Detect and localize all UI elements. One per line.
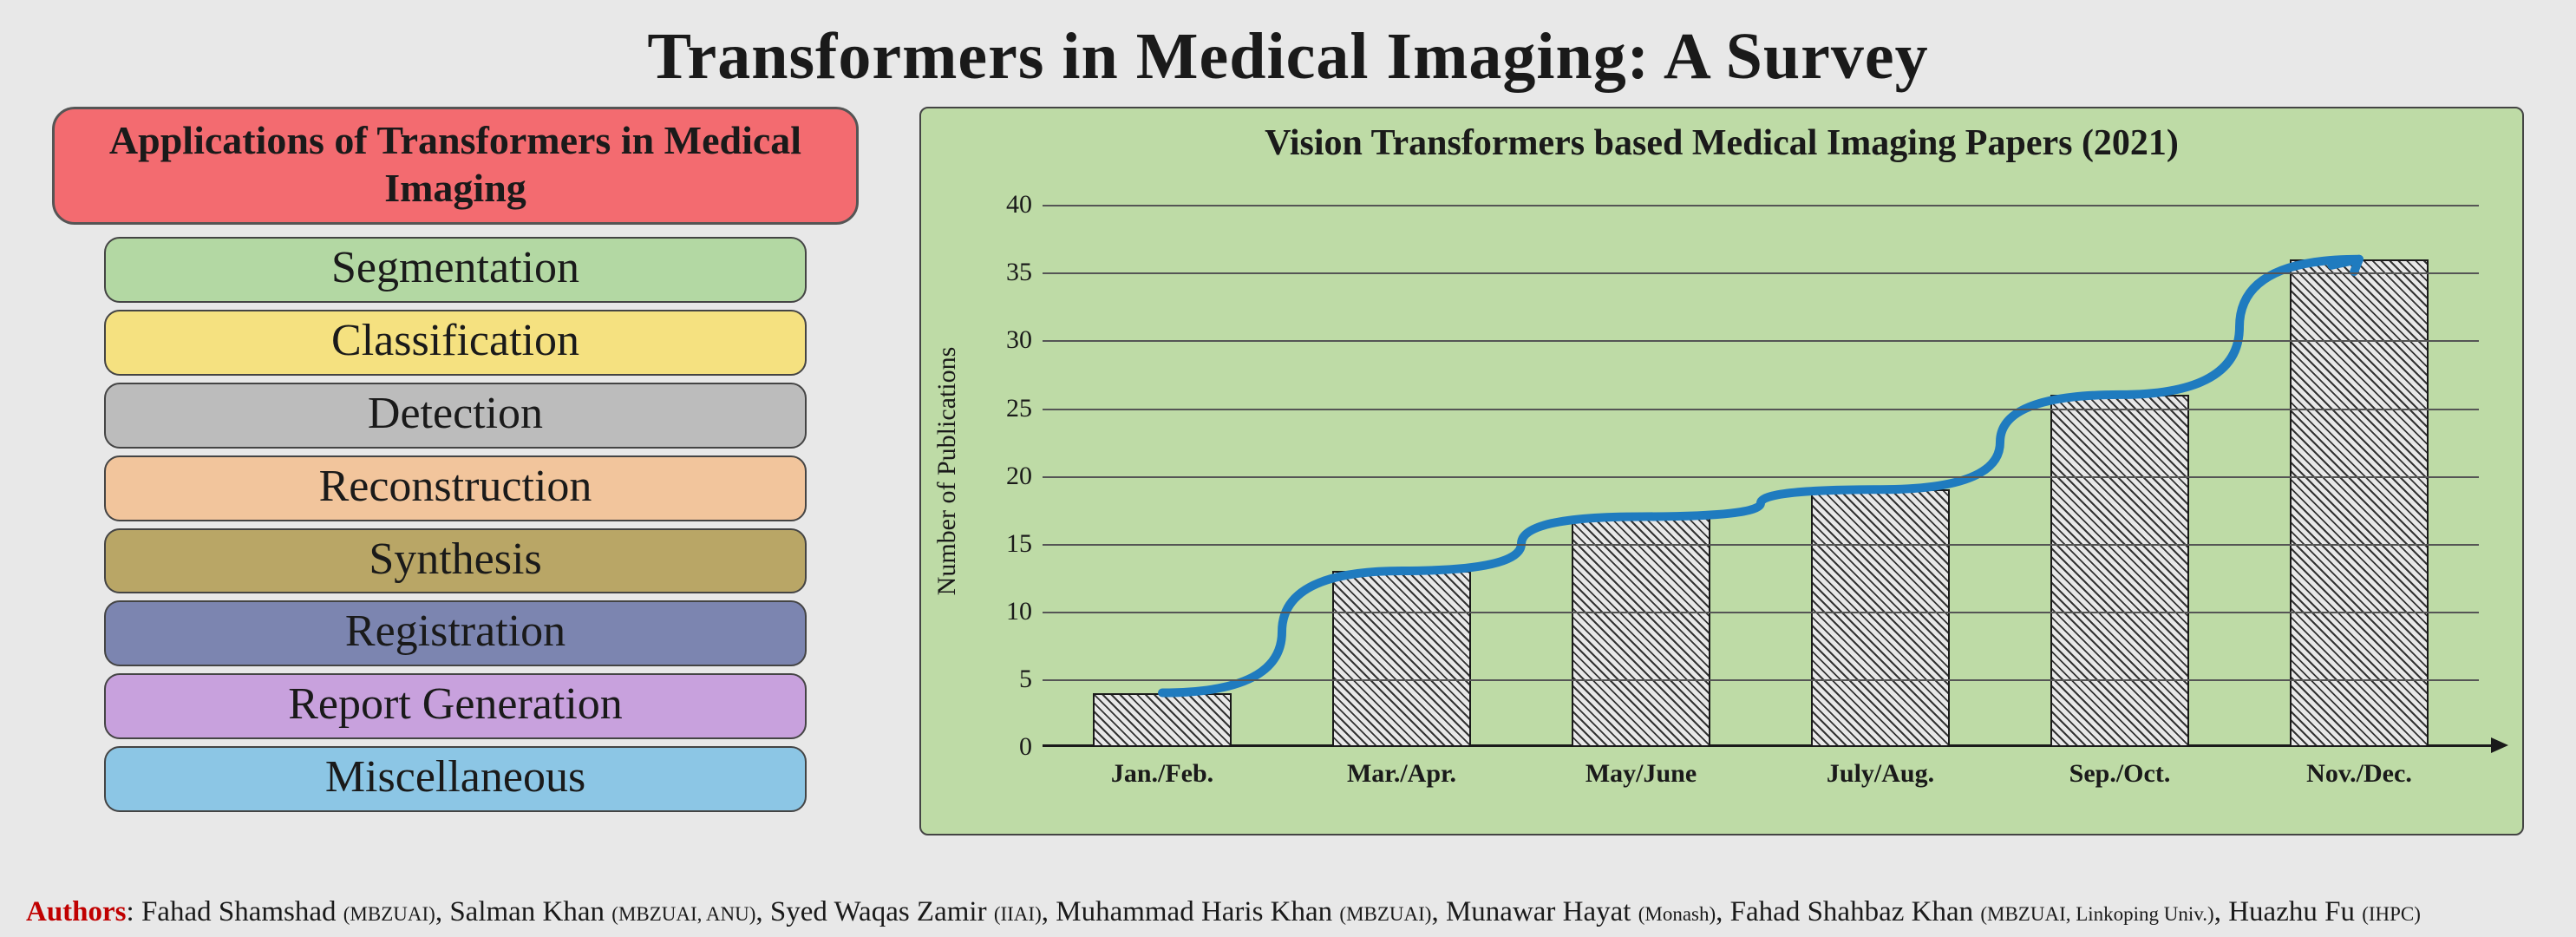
main-title: Transformers in Medical Imaging: A Surve…	[0, 0, 2576, 107]
applications-column: Applications of Transformers in Medical …	[52, 107, 859, 835]
y-tick-label: 40	[1006, 190, 1032, 220]
y-axis-label: Number of Publications	[932, 347, 962, 596]
y-tick-label: 5	[1019, 665, 1032, 694]
bar-slot: May/June	[1563, 178, 1719, 747]
x-tick-label: Nov./Dec.	[2306, 759, 2412, 789]
application-pill: Reconstruction	[104, 455, 807, 521]
application-pill: Miscellaneous	[104, 746, 807, 812]
bar-slot: Jan./Feb.	[1084, 178, 1240, 747]
x-tick-label: Sep./Oct.	[2069, 759, 2171, 789]
plot-area: Jan./Feb. Mar./Apr. May/June July/Aug. Sep./…	[1043, 178, 2479, 747]
bar	[1572, 516, 1710, 747]
y-tick-label: 35	[1006, 258, 1032, 287]
application-pill: Detection	[104, 383, 807, 449]
bar-slot: Nov./Dec.	[2281, 178, 2437, 747]
bar	[1332, 571, 1471, 747]
x-tick-label: Jan./Feb.	[1111, 759, 1213, 789]
bar	[1811, 489, 1950, 747]
application-pill: Classification	[104, 310, 807, 376]
application-pill: Synthesis	[104, 528, 807, 594]
application-pill: Segmentation	[104, 237, 807, 303]
y-tick-label: 0	[1019, 732, 1032, 762]
x-axis-arrow-icon	[2491, 735, 2512, 756]
chart-title: Vision Transformers based Medical Imagin…	[956, 122, 2488, 164]
bars-row: Jan./Feb. Mar./Apr. May/June July/Aug. Sep./…	[1043, 178, 2479, 747]
y-tick-label: 15	[1006, 529, 1032, 559]
gridline	[1043, 679, 2479, 681]
x-tick-label: Mar./Apr.	[1347, 759, 1456, 789]
gridline	[1043, 272, 2479, 274]
application-pill: Registration	[104, 600, 807, 666]
bar-slot: Sep./Oct.	[2042, 178, 2198, 747]
bar-slot: Mar./Apr.	[1324, 178, 1480, 747]
bar	[2290, 259, 2429, 747]
gridline	[1043, 340, 2479, 342]
bar	[2050, 395, 2189, 747]
content-row: Applications of Transformers in Medical …	[0, 107, 2576, 835]
y-tick-label: 20	[1006, 462, 1032, 491]
authors-line: Authors: Fahad Shamshad (MBZUAI), Salman…	[0, 896, 2576, 928]
application-pill: Report Generation	[104, 673, 807, 739]
applications-list: Segmentation Classification DetectionRecon…	[52, 237, 859, 811]
x-tick-label: July/Aug.	[1827, 759, 1934, 789]
gridline	[1043, 205, 2479, 206]
x-tick-label: May/June	[1585, 759, 1697, 789]
bar-slot: July/Aug.	[1802, 178, 1958, 747]
y-tick-label: 10	[1006, 597, 1032, 626]
bar	[1093, 693, 1232, 747]
gridline	[1043, 476, 2479, 478]
y-tick-label: 30	[1006, 325, 1032, 355]
gridline	[1043, 544, 2479, 546]
chart-container: Vision Transformers based Medical Imagin…	[919, 107, 2524, 835]
gridline	[1043, 612, 2479, 613]
gridline	[1043, 409, 2479, 410]
y-tick-label: 25	[1006, 394, 1032, 423]
applications-header: Applications of Transformers in Medical …	[52, 107, 859, 225]
